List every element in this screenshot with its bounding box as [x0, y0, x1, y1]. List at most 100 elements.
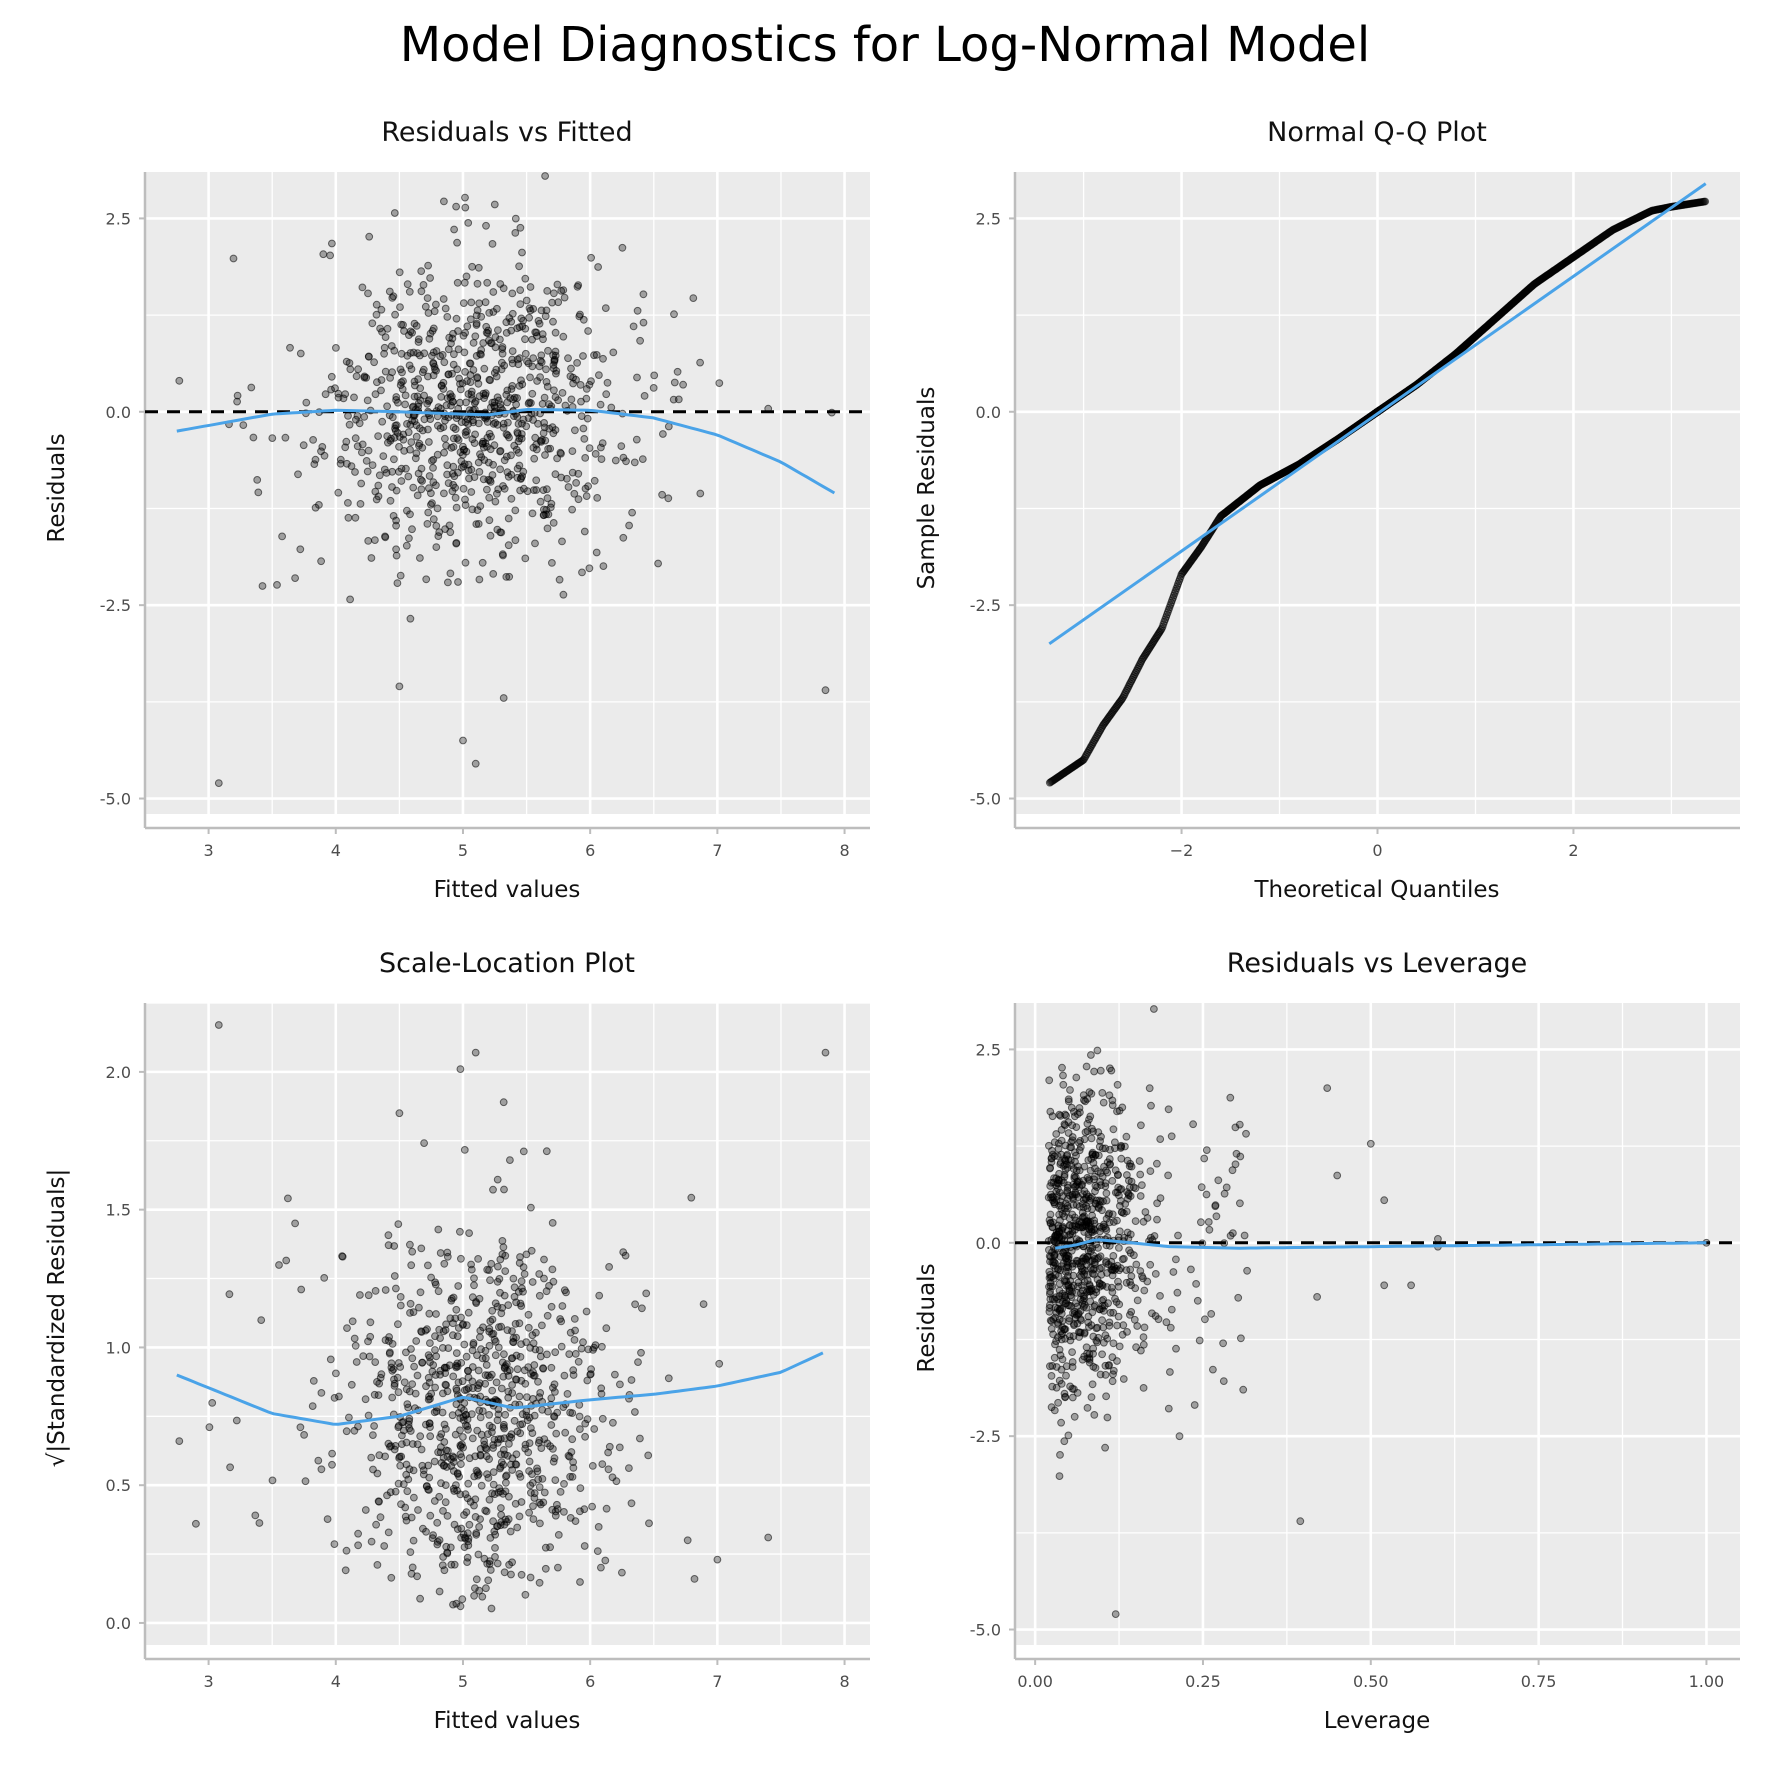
scale-location-marks [175, 1021, 830, 1613]
scale-location-point [576, 1425, 584, 1433]
residuals-vs-fitted-point [650, 371, 659, 380]
residuals-vs-leverage-point [1193, 1296, 1202, 1305]
scale-location-point [424, 1261, 432, 1270]
scale-location-point [602, 1504, 611, 1513]
scale-location-point [496, 1521, 505, 1530]
residuals-vs-leverage-point [1167, 1132, 1176, 1141]
scale-location-y-tick-label: 0.5 [106, 1476, 131, 1495]
residuals-vs-fitted-title: Residuals vs Fitted [381, 117, 632, 148]
residuals-vs-leverage-point [1056, 1451, 1064, 1459]
residuals-vs-fitted-point [638, 455, 647, 464]
scale-location-point [605, 1263, 613, 1271]
residuals-vs-fitted-point [619, 533, 628, 542]
residuals-vs-fitted-point [378, 417, 387, 426]
scale-location-point [468, 1434, 477, 1443]
residuals-vs-fitted-point [541, 172, 549, 180]
residuals-vs-fitted-point [544, 346, 552, 355]
residuals-vs-fitted-point [428, 457, 436, 465]
residuals-vs-leverage-point [1069, 1281, 1078, 1290]
residuals-vs-fitted-point [358, 283, 367, 292]
scale-location-point [388, 1366, 397, 1375]
residuals-vs-fitted-point [432, 300, 440, 309]
residuals-vs-fitted-point [453, 434, 462, 443]
residuals-vs-fitted-point [381, 367, 390, 376]
scale-location-point [449, 1293, 458, 1302]
residuals-vs-leverage-point [1091, 1181, 1100, 1190]
scale-location-point [427, 1273, 436, 1282]
scale-location-point [472, 1575, 481, 1584]
scale-location-point [566, 1514, 575, 1522]
residuals-vs-fitted-point [511, 536, 520, 545]
residuals-vs-leverage-point [1137, 1346, 1145, 1355]
residuals-vs-leverage-point [1068, 1348, 1076, 1356]
residuals-vs-leverage-point [1081, 1128, 1090, 1137]
residuals-vs-fitted-point [412, 322, 421, 330]
residuals-vs-leverage-point [1086, 1166, 1095, 1175]
residuals-vs-fitted-point [402, 541, 411, 550]
scale-location-point [415, 1303, 423, 1312]
scale-location-point [521, 1440, 530, 1449]
scale-location-point [512, 1460, 521, 1469]
residuals-vs-fitted-point [460, 446, 468, 454]
residuals-vs-leverage-point [1195, 1336, 1204, 1345]
residuals-vs-fitted-point [450, 472, 459, 481]
residuals-vs-leverage-point [1055, 1345, 1064, 1354]
scale-location-point [491, 1544, 499, 1552]
scale-location-point [715, 1359, 724, 1368]
scale-location-point [428, 1367, 437, 1376]
residuals-vs-fitted-point [502, 452, 511, 461]
residuals-vs-fitted-point [410, 392, 419, 401]
residuals-vs-leverage-point [1071, 1299, 1080, 1307]
residuals-vs-leverage-point [1219, 1377, 1228, 1385]
scale-location-point [515, 1259, 524, 1267]
residuals-vs-fitted-point [462, 272, 471, 281]
residuals-vs-fitted-point [516, 486, 524, 495]
scale-location-point [364, 1291, 373, 1300]
residuals-vs-fitted-point [590, 351, 598, 360]
scale-location-point [512, 1375, 520, 1384]
residuals-vs-fitted-point [567, 395, 576, 404]
residuals-vs-fitted-point [362, 457, 371, 465]
residuals-vs-fitted-point [633, 306, 642, 315]
residuals-vs-fitted-point [214, 779, 223, 787]
scale-location-x-tick-label: 6 [585, 1672, 595, 1691]
residuals-vs-fitted-point [407, 365, 416, 374]
scale-location-point [568, 1435, 577, 1444]
scale-location-point [568, 1409, 577, 1417]
residuals-vs-fitted-point [431, 365, 439, 374]
residuals-vs-leverage-point [1098, 1316, 1106, 1325]
scale-location-point [381, 1452, 390, 1461]
scale-location-point [504, 1393, 513, 1402]
residuals-vs-leverage-point [1054, 1319, 1062, 1327]
residuals-vs-fitted-point [374, 492, 383, 501]
residuals-vs-fitted-point [436, 424, 445, 433]
residuals-vs-fitted-plot-area [145, 172, 870, 814]
residuals-vs-leverage-point [1146, 1167, 1155, 1175]
scale-location-point [552, 1429, 561, 1438]
residuals-vs-fitted-panel: Residuals vs Fitted Fitted values Residu… [44, 117, 870, 903]
scale-location-point [477, 1481, 486, 1490]
scale-location-point [501, 1267, 510, 1275]
residuals-vs-fitted-point [579, 352, 587, 360]
scale-location-point [464, 1537, 473, 1546]
residuals-vs-leverage-point [1096, 1066, 1105, 1075]
residuals-vs-fitted-point [318, 443, 327, 451]
scale-location-point [535, 1483, 544, 1491]
residuals-vs-leverage-point [1094, 1167, 1102, 1176]
residuals-vs-fitted-point [499, 694, 508, 702]
scale-location-point [501, 1410, 510, 1419]
residuals-vs-leverage-point [1169, 1268, 1178, 1276]
residuals-vs-fitted-point [404, 472, 413, 481]
scale-location-point [296, 1423, 305, 1432]
scale-location-point [503, 1326, 512, 1334]
residuals-vs-leverage-point [1064, 1301, 1072, 1310]
scale-location-point [416, 1288, 425, 1297]
residuals-vs-leverage-point [1070, 1385, 1078, 1393]
residuals-vs-leverage-point [1056, 1304, 1065, 1313]
residuals-vs-leverage-point [1069, 1193, 1077, 1202]
normal-qq-y-tick-label: 0.0 [976, 403, 1001, 422]
scale-location-point [390, 1382, 399, 1390]
residuals-vs-leverage-point [1058, 1355, 1067, 1364]
scale-location-point [571, 1350, 580, 1358]
